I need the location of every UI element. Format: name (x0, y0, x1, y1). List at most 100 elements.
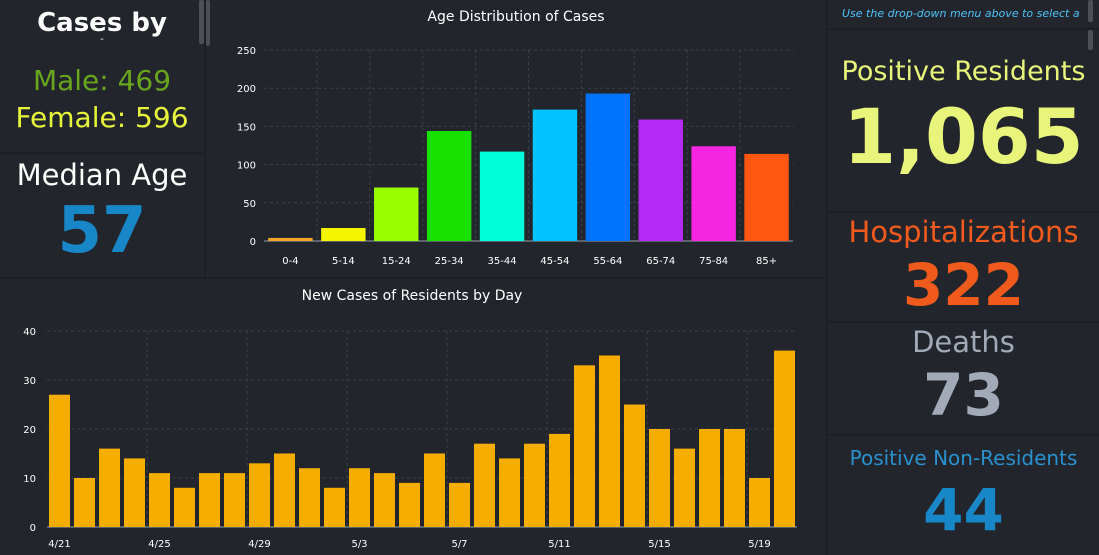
daily-bar[interactable] (624, 404, 645, 528)
daily-bar[interactable] (649, 429, 670, 527)
dropdown-hint-text: Use the drop-down menu above to select a (842, 7, 1080, 20)
daily-y-tick-label: 30 (23, 376, 36, 387)
daily-bar[interactable] (124, 458, 145, 527)
daily-bar[interactable] (299, 468, 320, 527)
age-bar-65-74[interactable] (638, 119, 683, 241)
daily-y-tick-label: 20 (23, 425, 36, 436)
age-bar-5-14[interactable] (321, 228, 366, 241)
age-chart-title: Age Distribution of Cases (427, 9, 604, 25)
daily-bar[interactable] (674, 448, 695, 527)
median-age-value: 57 (57, 194, 147, 268)
cases-by-sex-title: Cases by (37, 8, 167, 38)
daily-bar[interactable] (524, 443, 545, 527)
age-x-tick-label: 45-54 (540, 256, 569, 267)
daily-bar[interactable] (424, 453, 445, 528)
age-bar-35-44[interactable] (479, 151, 525, 241)
daily-bar[interactable] (324, 487, 345, 527)
positive-residents-panel: Positive Residents 1,065 (828, 30, 1099, 211)
positive-residents-scrollbar[interactable] (1088, 30, 1093, 50)
daily-bar[interactable] (99, 448, 120, 527)
daily-bar[interactable] (699, 429, 720, 527)
daily-x-tick-label: 5/3 (351, 539, 367, 550)
daily-chart-title: New Cases of Residents by Day (302, 288, 523, 304)
age-bar-15-24[interactable] (374, 187, 419, 241)
hospitalizations-value: 322 (902, 251, 1025, 319)
daily-x-tick-label: 5/15 (648, 539, 670, 550)
hint-scrollbar[interactable] (1088, 0, 1093, 22)
deaths-value: 73 (923, 361, 1004, 429)
age-bar-75-84[interactable] (691, 146, 736, 241)
daily-bar[interactable] (74, 478, 95, 527)
daily-x-tick-label: 4/21 (48, 539, 70, 550)
daily-x-tick-label: 4/29 (248, 539, 270, 550)
daily-bar[interactable] (399, 482, 420, 527)
age-distribution-panel: Age Distribution of Cases 0 50 100 150 200 25… (206, 0, 826, 277)
age-bar-55-64[interactable] (585, 93, 631, 241)
age-bar-0-4[interactable] (268, 237, 313, 241)
age-x-tick-label: 75-84 (699, 256, 728, 267)
age-panel-scrollbar[interactable] (206, 0, 210, 46)
age-y-tick-label: 150 (237, 122, 256, 133)
daily-x-tick-label: 4/25 (148, 539, 170, 550)
daily-y-tick-label: 0 (30, 523, 36, 534)
age-distribution-chart: Age Distribution of Cases 0 50 100 150 200 25… (237, 9, 793, 267)
daily-bar[interactable] (199, 473, 220, 527)
daily-x-tick-label: 5/19 (748, 539, 770, 550)
age-x-tick-label: 0-4 (282, 256, 298, 267)
median-age-label: Median Age (16, 158, 188, 192)
age-x-tick-label: 85+ (756, 256, 777, 267)
median-age-panel: Median Age 57 (0, 154, 204, 277)
daily-bar[interactable] (249, 463, 270, 527)
daily-bar[interactable] (174, 487, 195, 527)
age-y-tick-label: 100 (237, 161, 256, 172)
age-y-tick-label: 200 (237, 84, 256, 95)
daily-y-tick-label: 10 (23, 474, 36, 485)
daily-bar[interactable] (374, 473, 395, 527)
deaths-label: Deaths (912, 325, 1015, 359)
age-x-tick-label: 25-34 (435, 256, 464, 267)
daily-x-tick-label: 5/7 (451, 539, 467, 550)
age-x-tick-label: 65-74 (646, 256, 675, 267)
male-count: Male: 469 (32, 64, 172, 97)
positive-residents-label: Positive Residents (841, 56, 1086, 87)
female-count: Female: 596 (15, 101, 189, 134)
age-y-tick-label: 250 (237, 46, 256, 57)
hospitalizations-panel: Hospitalizations 322 (828, 213, 1099, 321)
daily-bar[interactable] (224, 473, 245, 527)
daily-bar[interactable] (724, 429, 745, 527)
positive-residents-value: 1,065 (843, 92, 1084, 181)
daily-bar[interactable] (549, 433, 570, 527)
hint-panel: Use the drop-down menu above to select a (828, 0, 1099, 28)
daily-y-tick-label: 40 (23, 327, 36, 338)
age-x-tick-label: 55-64 (593, 256, 622, 267)
age-bar-45-54[interactable] (532, 109, 578, 241)
age-x-tick-label: 15-24 (382, 256, 411, 267)
cases-by-sex-panel: Cases by - Male: 469 Female: 596 (0, 0, 204, 152)
age-y-tick-label: 50 (243, 199, 256, 210)
daily-bar[interactable] (774, 350, 795, 527)
daily-bar[interactable] (474, 443, 495, 527)
non-residents-panel: Positive Non-Residents 44 (828, 436, 1099, 555)
daily-x-tick-label: 5/11 (548, 539, 570, 550)
sex-panel-scrollbar[interactable] (199, 0, 204, 44)
daily-bar[interactable] (749, 478, 770, 527)
hospitalizations-label: Hospitalizations (848, 215, 1079, 249)
age-bar-85+[interactable] (744, 153, 789, 241)
daily-bar[interactable] (149, 473, 170, 527)
age-x-tick-label: 5-14 (332, 256, 355, 267)
age-y-tick-label: 0 (250, 237, 256, 248)
daily-cases-panel: New Cases of Residents by Day 0 10 20 30 40 4… (0, 279, 826, 555)
daily-bar[interactable] (574, 365, 595, 527)
non-residents-label: Positive Non-Residents (849, 446, 1078, 470)
daily-bar[interactable] (274, 453, 295, 528)
non-residents-value: 44 (923, 476, 1004, 544)
daily-bar[interactable] (349, 468, 370, 527)
daily-bar[interactable] (499, 458, 520, 527)
daily-bar[interactable] (599, 355, 620, 528)
deaths-panel: Deaths 73 (828, 323, 1099, 434)
cases-by-sex-subtitle: - (100, 34, 104, 45)
daily-bar[interactable] (449, 482, 470, 527)
age-x-tick-label: 35-44 (488, 256, 517, 267)
daily-bar[interactable] (49, 394, 70, 527)
age-bar-25-34[interactable] (426, 130, 472, 241)
